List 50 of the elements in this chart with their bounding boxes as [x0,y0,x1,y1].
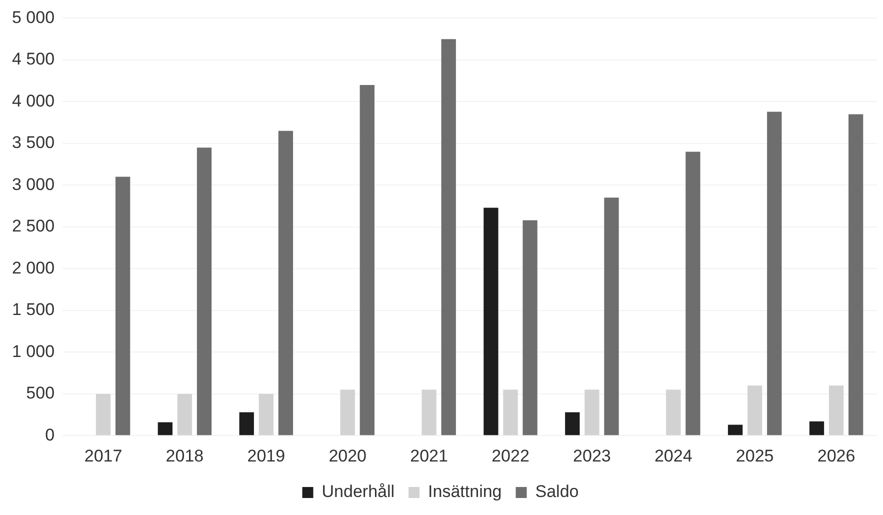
bar [258,394,274,436]
bar [848,114,864,436]
legend-label: Insättning [428,482,502,502]
bar [686,152,700,436]
x-tick-label: 2026 [817,446,856,466]
y-tick-label: 1 500 [12,300,55,320]
x-tick-label: 2018 [166,446,204,466]
bar [809,421,824,436]
bar [96,394,111,436]
x-tick-label: 2019 [247,446,286,466]
bar [441,39,456,436]
bar [565,412,580,436]
bar [177,394,192,436]
y-tick-label: 5 000 [12,8,55,27]
bar [196,148,212,436]
x-tick-label: 2020 [328,446,367,466]
bar [340,390,355,436]
x-tick-label: 2023 [573,446,611,466]
bar [115,176,130,436]
y-tick-label: 4 500 [12,50,55,69]
bar [828,386,844,436]
bar [360,84,374,436]
bar [748,386,762,436]
y-tick-label: 4 000 [12,91,55,110]
y-tick-label: 500 [26,384,55,403]
y-tick-label: 2 500 [12,216,55,236]
y-tick-label: 2 000 [12,258,55,278]
bar [522,220,538,436]
y-tick-label: 0 [45,425,55,444]
bar [584,390,600,436]
bar [666,390,681,436]
bar [239,412,254,436]
x-tick-label: 2021 [410,446,448,466]
bar [422,390,436,436]
bar [728,424,743,436]
x-tick-label: 2017 [84,446,122,466]
bar [158,422,172,436]
y-tick-label: 3 000 [12,174,55,194]
y-tick-label: 3 500 [12,133,55,152]
legend-label: Underhåll [322,482,395,502]
bar [484,208,498,436]
bar [278,130,294,436]
bar [604,198,619,436]
bar [503,390,518,436]
bar [767,112,782,436]
x-tick-label: 2024 [654,446,692,466]
legend-label: Saldo [535,482,579,502]
y-tick-label: 1 000 [12,342,55,361]
x-tick-label: 2022 [492,446,530,466]
x-tick-label: 2025 [736,446,774,466]
